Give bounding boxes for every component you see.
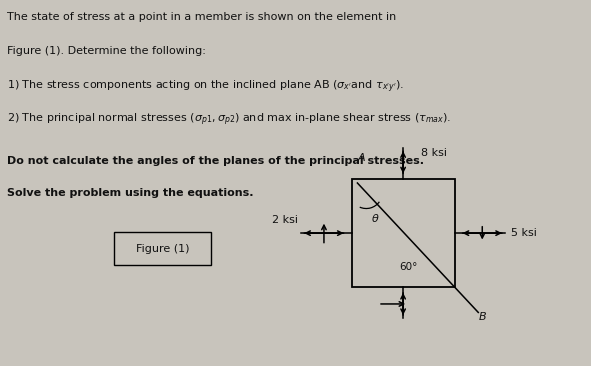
Text: Figure (1). Determine the following:: Figure (1). Determine the following: bbox=[7, 46, 206, 56]
Text: The state of stress at a point in a member is shown on the element in: The state of stress at a point in a memb… bbox=[7, 12, 396, 22]
FancyBboxPatch shape bbox=[114, 232, 212, 265]
Text: 60°: 60° bbox=[399, 262, 417, 272]
Text: A: A bbox=[358, 153, 366, 163]
Text: 8 ksi: 8 ksi bbox=[421, 148, 447, 158]
Text: 5 ksi: 5 ksi bbox=[511, 228, 537, 238]
Text: Do not calculate the angles of the planes of the principal stresses.: Do not calculate the angles of the plane… bbox=[7, 156, 424, 166]
Text: Figure (1): Figure (1) bbox=[136, 244, 190, 254]
Text: B: B bbox=[478, 312, 486, 322]
Text: Solve the problem using the equations.: Solve the problem using the equations. bbox=[7, 188, 253, 198]
Text: 2 ksi: 2 ksi bbox=[272, 215, 298, 225]
Text: 2) The principal normal stresses ($\sigma_{p1}, \sigma_{p2}$) and max in-plane s: 2) The principal normal stresses ($\sigm… bbox=[7, 112, 451, 128]
Bar bbox=[352, 179, 454, 287]
Text: θ: θ bbox=[372, 213, 379, 224]
Text: 1) The stress components acting on the inclined plane AB ($\sigma_{x'}$and $\tau: 1) The stress components acting on the i… bbox=[7, 79, 404, 96]
